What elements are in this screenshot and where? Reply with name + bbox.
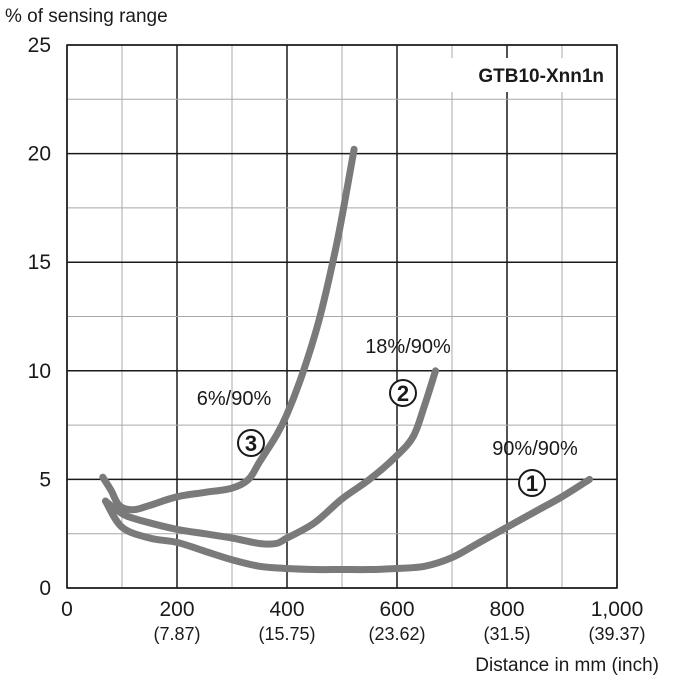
y-axis-ticks: 0 5 10 15 20 25 (28, 34, 51, 600)
y-axis-title: % of sensing range (5, 6, 168, 27)
x-tick-sublabel: (7.87) (153, 624, 200, 644)
title-background (432, 58, 612, 92)
y-tick-label: 5 (39, 468, 51, 491)
y-tick-label: 25 (28, 34, 51, 57)
x-tick-sublabel: (39.37) (588, 624, 645, 644)
y-tick-label: 10 (28, 360, 51, 383)
y-tick-label: 20 (28, 143, 51, 166)
series-label-3: 6%/90% (197, 388, 272, 410)
x-tick-sublabel: (15.75) (258, 624, 315, 644)
series-layer (99, 145, 593, 574)
x-axis-ticks: 0 200 (7.87) 400 (15.75) 600 (23.62) 800 (31.5) 1… (61, 598, 645, 644)
chart-title: GTB10-Xnn1n (478, 66, 604, 87)
series-marker-circle-3 (237, 429, 265, 457)
series-marker-number-3: 3 (245, 431, 257, 456)
plot-frame (66, 44, 618, 589)
x-tick-label: 1,000 (591, 598, 644, 621)
series-label-2: 18%/90% (365, 336, 451, 358)
series-marker-number-1: 1 (526, 471, 538, 496)
series-line-2 (102, 367, 439, 548)
x-tick-label: 800 (489, 598, 524, 621)
series-marker-circle-2 (389, 379, 417, 407)
y-tick-label: 0 (39, 577, 51, 600)
x-tick-label: 0 (61, 598, 73, 621)
annotations: 90%/90% 1 18%/90% 2 6%/90% 3 (197, 336, 578, 497)
x-tick-sublabel: (23.62) (368, 624, 425, 644)
x-tick-label: 200 (159, 598, 194, 621)
x-axis-title: Distance in mm (inch) (475, 655, 659, 676)
series-marker-number-2: 2 (397, 381, 409, 406)
y-tick-label: 15 (28, 251, 51, 274)
x-tick-label: 600 (379, 598, 414, 621)
series-line-1 (102, 475, 593, 574)
x-tick-label: 400 (269, 598, 304, 621)
series-marker-circle-1 (518, 469, 546, 497)
series-line-3 (99, 145, 358, 514)
x-tick-sublabel: (31.5) (483, 624, 530, 644)
series-label-1: 90%/90% (492, 438, 578, 460)
